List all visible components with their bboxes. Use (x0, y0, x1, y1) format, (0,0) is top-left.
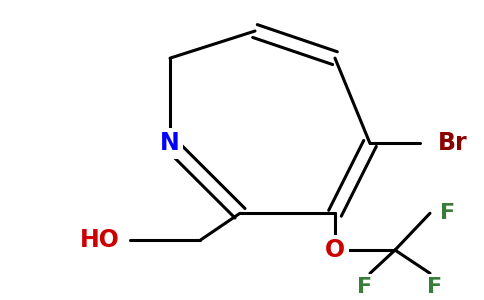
Text: O: O (325, 238, 345, 262)
Text: Br: Br (438, 131, 468, 155)
Text: HO: HO (80, 228, 120, 252)
Text: N: N (160, 131, 180, 155)
Text: F: F (440, 203, 455, 223)
Text: F: F (358, 277, 373, 297)
Text: F: F (427, 277, 442, 297)
